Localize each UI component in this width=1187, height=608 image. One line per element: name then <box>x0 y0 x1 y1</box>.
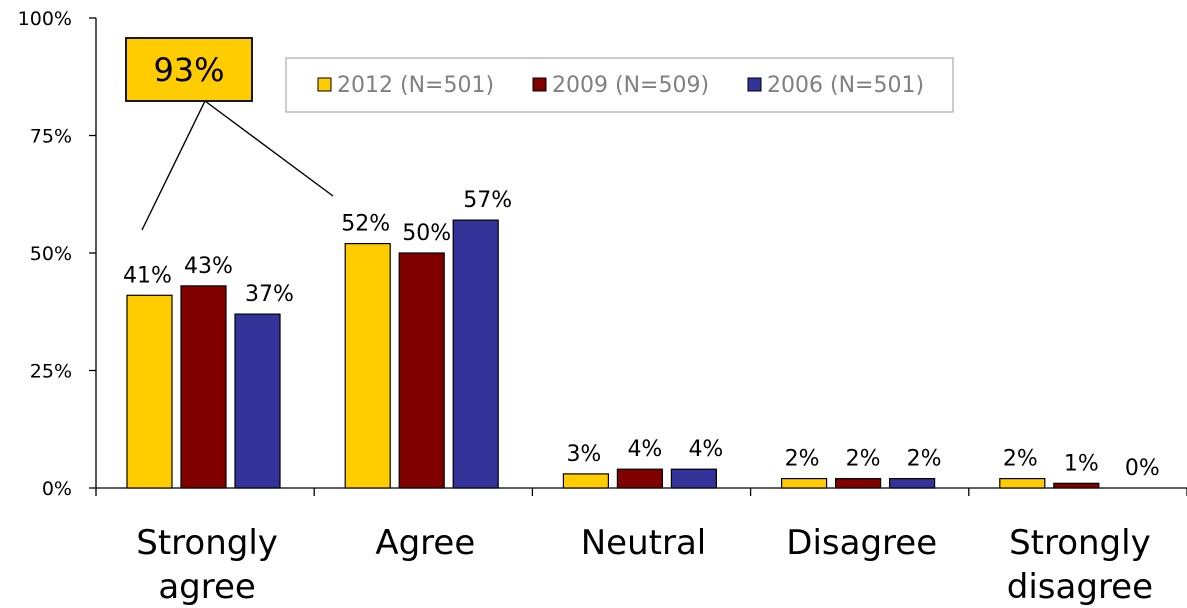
callout-label: 93% <box>153 51 224 89</box>
bar <box>1053 482 1100 489</box>
category-label: agree <box>158 567 255 607</box>
bar <box>344 243 391 489</box>
data-label: 37% <box>245 282 294 307</box>
category-label: Neutral <box>581 523 707 563</box>
data-label: 57% <box>463 188 512 213</box>
data-label: 2% <box>785 447 820 472</box>
data-label: 4% <box>627 437 662 462</box>
bar <box>780 478 828 489</box>
category-label: Strongly <box>1009 523 1151 563</box>
data-label: 41% <box>123 263 172 288</box>
bar <box>616 468 664 489</box>
y-tick-label: 50% <box>30 243 72 265</box>
legend-label: 2009 (N=509) <box>552 73 709 98</box>
bar <box>126 294 173 489</box>
bar <box>452 219 499 489</box>
legend-swatch <box>317 77 332 92</box>
legend-label: 2012 (N=501) <box>337 73 494 98</box>
category-label: Agree <box>375 523 475 563</box>
category-label: Strongly <box>136 523 278 563</box>
callout-box <box>125 37 253 102</box>
category-label: disagree <box>1007 567 1153 607</box>
callout-leader-line <box>141 100 206 231</box>
data-label: 43% <box>184 254 233 279</box>
legend-swatch <box>747 77 762 92</box>
y-tick-label: 100% <box>18 8 72 30</box>
callout: 93% <box>125 37 334 231</box>
bars <box>126 219 1100 489</box>
data-label: 2% <box>907 447 942 472</box>
bar <box>234 313 281 489</box>
bar <box>180 285 227 489</box>
bar <box>398 252 445 489</box>
bar <box>999 478 1046 489</box>
bar <box>562 473 610 489</box>
bar <box>888 478 936 489</box>
data-label: 2% <box>846 447 881 472</box>
bar <box>670 468 718 489</box>
y-tick-label: 0% <box>42 478 72 500</box>
bar <box>834 478 882 489</box>
legend-swatch <box>532 77 547 92</box>
data-label: 4% <box>688 437 723 462</box>
data-labels: 41% 43% 37% 52% 50% 57% 3% 4% 4% 2% 2% 2% 2% 1% 0% <box>123 188 1160 481</box>
y-tick-label: 25% <box>30 361 72 383</box>
legend: 2012 (N=501) 2009 (N=509) 2006 (N=501) <box>285 57 954 113</box>
legend-box <box>285 57 954 113</box>
data-label: 50% <box>402 221 451 246</box>
callout-leader-line <box>204 100 334 197</box>
data-label: 3% <box>566 442 601 467</box>
data-label: 0% <box>1125 456 1160 481</box>
y-tick-label: 75% <box>30 126 72 148</box>
legend-label: 2006 (N=501) <box>767 73 924 98</box>
category-label: Disagree <box>786 523 937 563</box>
data-label: 2% <box>1003 447 1038 472</box>
data-label: 52% <box>341 212 390 237</box>
data-label: 1% <box>1064 451 1099 476</box>
